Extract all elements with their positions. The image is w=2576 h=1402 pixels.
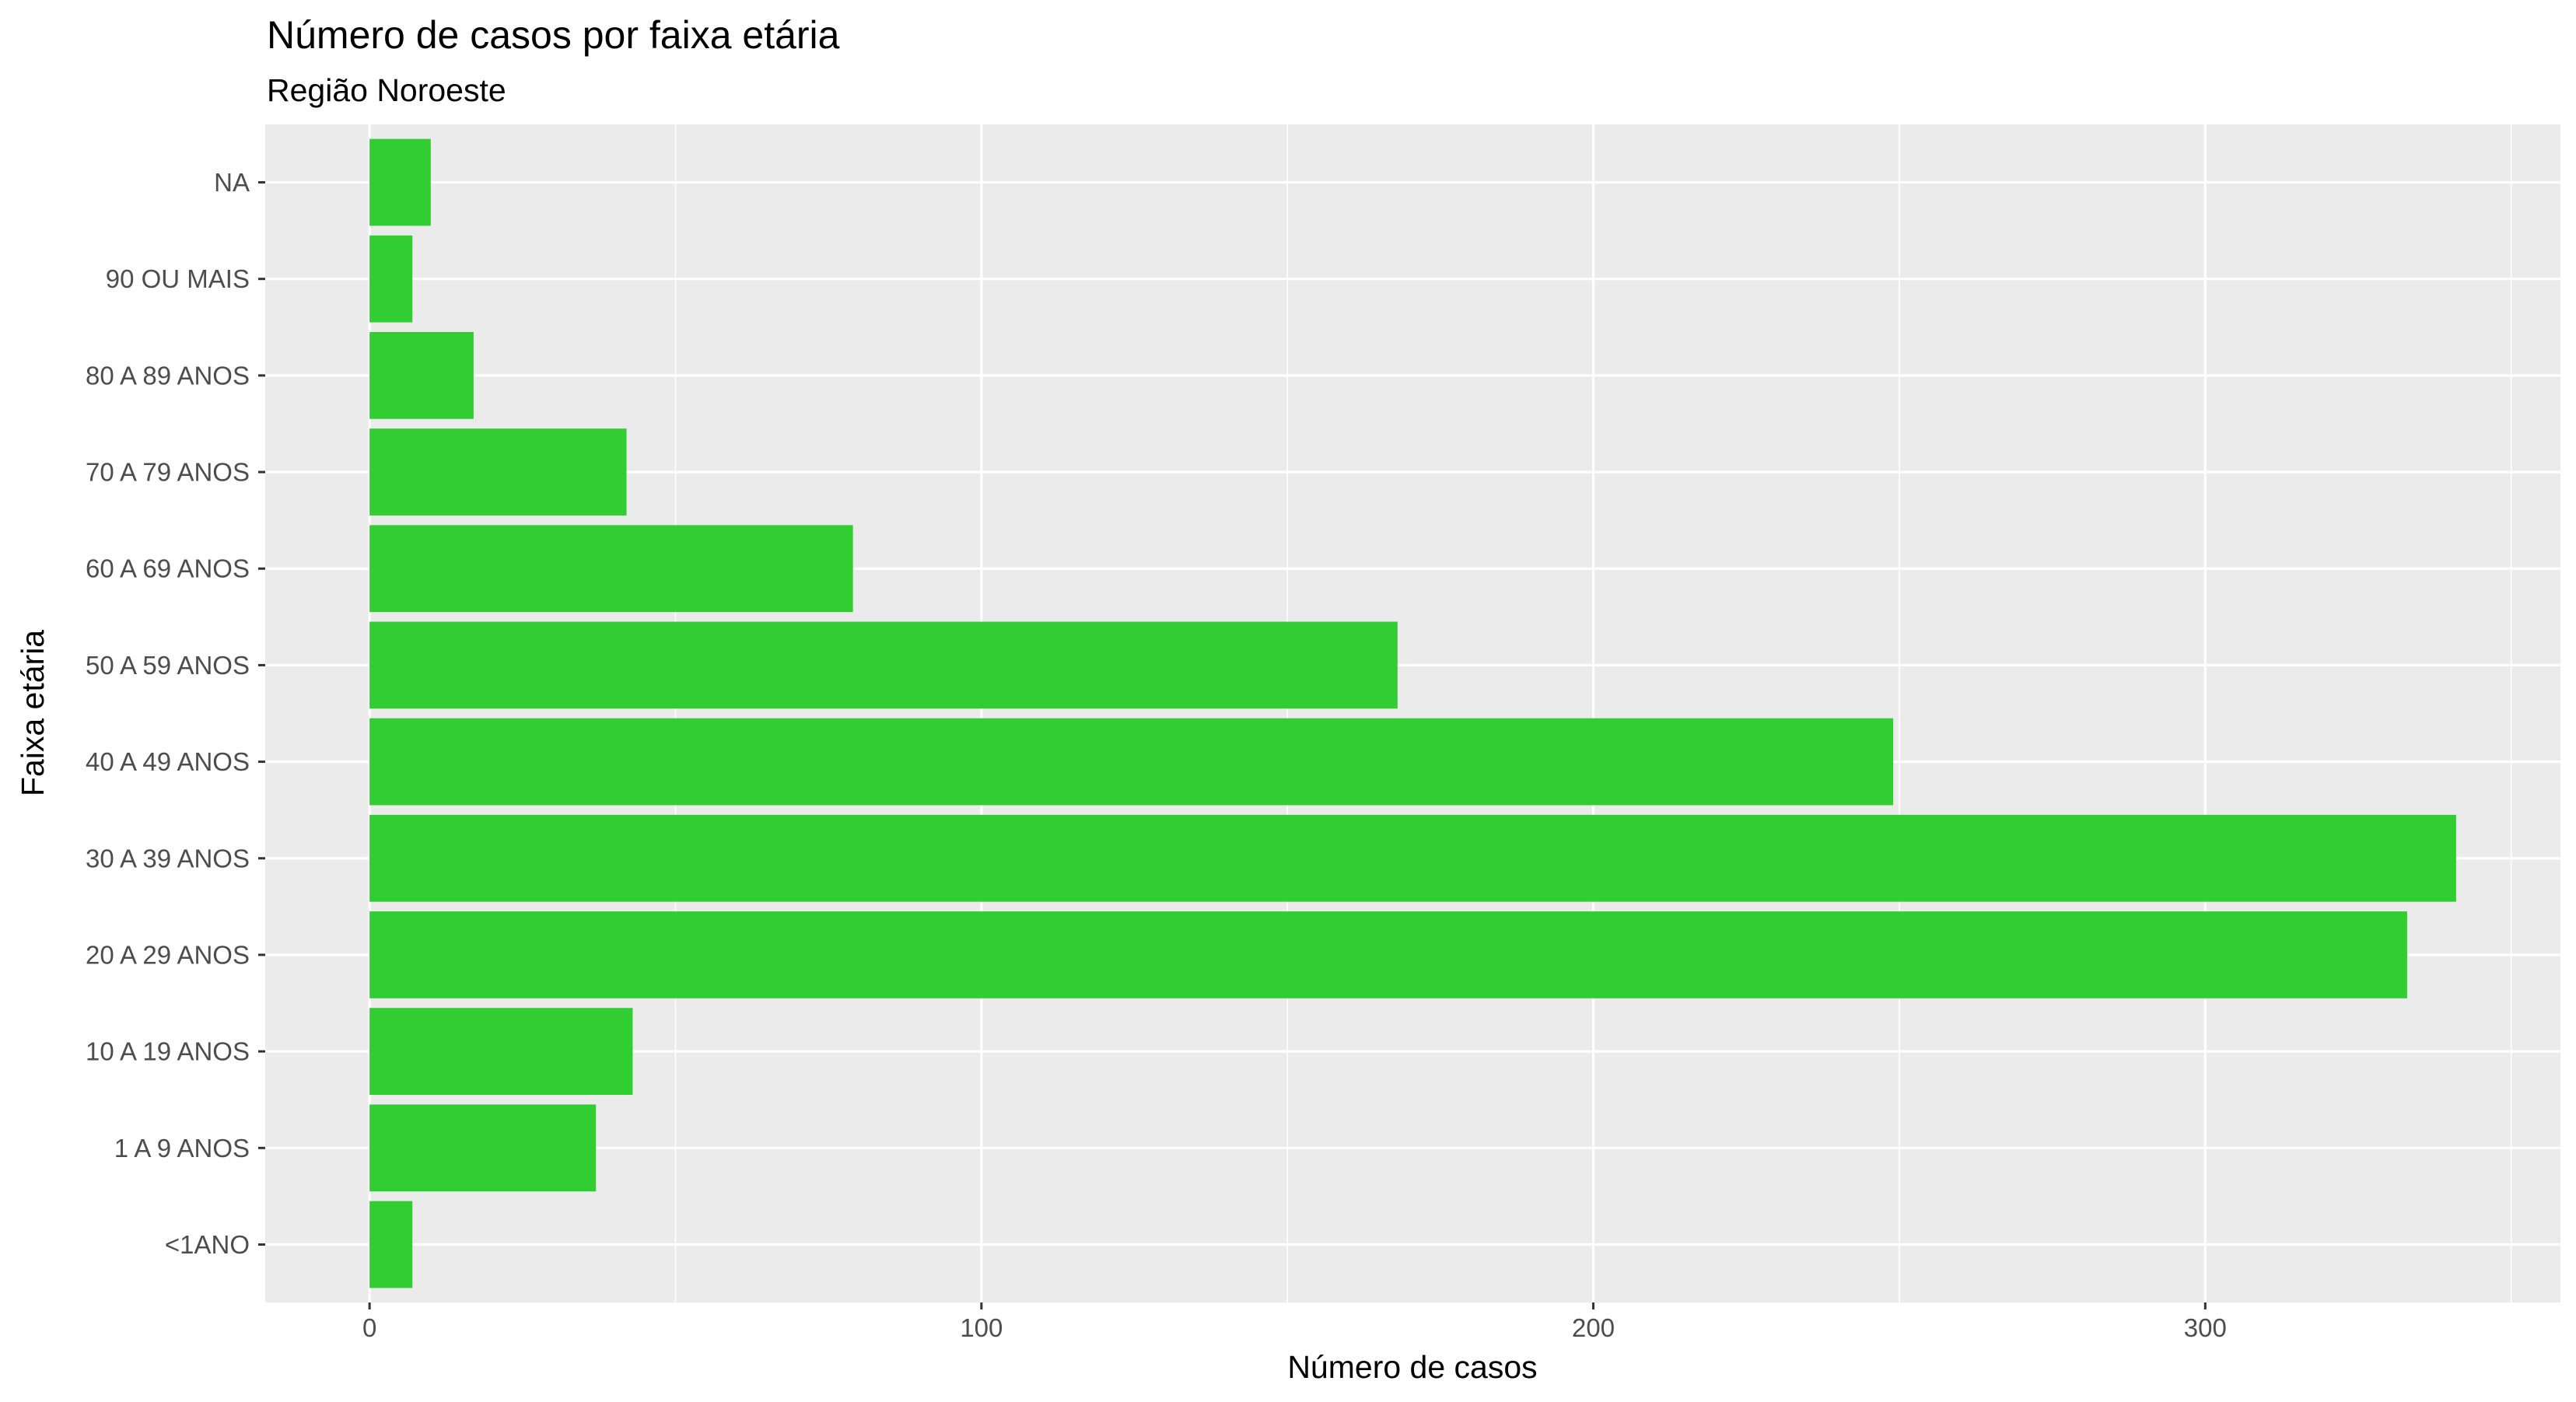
y-tick-label: 40 A 49 ANOS <box>86 747 250 776</box>
x-axis: 0 100 200 300 <box>362 1302 2227 1342</box>
y-tick-label: 30 A 39 ANOS <box>86 844 250 872</box>
x-axis-title: Número de casos <box>1287 1349 1537 1385</box>
y-tick-label: 70 A 79 ANOS <box>86 458 250 487</box>
y-tick-label: 60 A 69 ANOS <box>86 554 250 583</box>
bar <box>369 428 627 516</box>
x-tick-label: 300 <box>2184 1313 2227 1342</box>
bar <box>369 1104 597 1192</box>
y-axis: <1ANO 1 A 9 ANOS 10 A 19 ANOS 20 A 29 ANOS 3… <box>86 168 265 1259</box>
bar <box>369 138 431 226</box>
y-tick-label: <1ANO <box>165 1230 250 1259</box>
bar <box>369 911 2407 998</box>
bar <box>369 331 474 419</box>
x-tick-label: 200 <box>1572 1313 1615 1342</box>
y-axis-title: Faixa etária <box>15 630 51 796</box>
bar <box>369 525 853 613</box>
y-tick-label: 50 A 59 ANOS <box>86 651 250 680</box>
chart-subtitle: Região Noroeste <box>267 72 506 108</box>
bar <box>369 1201 413 1288</box>
plot-panel <box>265 124 2560 1302</box>
y-tick-label: 90 OU MAIS <box>106 264 250 293</box>
y-tick-label: 1 A 9 ANOS <box>114 1134 250 1163</box>
x-tick-label: 0 <box>362 1313 376 1342</box>
bar <box>369 1008 633 1096</box>
bars <box>369 138 2456 1288</box>
bar <box>369 235 413 323</box>
bar <box>369 718 1894 806</box>
y-tick-label: 80 A 89 ANOS <box>86 361 250 390</box>
x-tick-label: 100 <box>960 1313 1003 1342</box>
chart-title: Número de casos por faixa etária <box>267 13 840 57</box>
y-tick-label: NA <box>214 168 250 197</box>
minor-gridlines <box>674 124 2512 1302</box>
y-tick-label: 10 A 19 ANOS <box>86 1037 250 1066</box>
bar <box>369 814 2456 902</box>
bar <box>369 621 1398 709</box>
y-tick-label: 20 A 29 ANOS <box>86 940 250 969</box>
